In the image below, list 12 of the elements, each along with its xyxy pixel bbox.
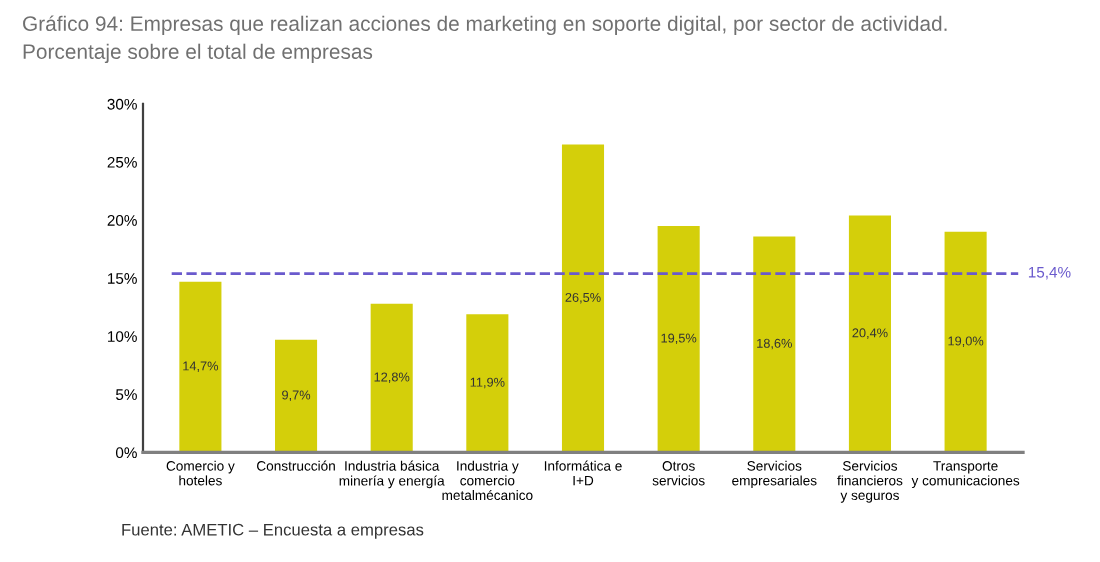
- bar: [848, 215, 891, 453]
- bar: [275, 339, 318, 453]
- chart-title: Gráfico 94: Empresas que realizan acciones de marketing en soporte digital, por sector de actividad.: [23, 15, 947, 36]
- source-note: Fuente: AMETIC – Encuesta a empresas: [122, 523, 424, 539]
- bar: [370, 303, 413, 453]
- bar: [466, 314, 509, 453]
- bar: [179, 281, 222, 453]
- bar: [657, 225, 700, 453]
- bar: [944, 231, 987, 453]
- bar: [753, 236, 796, 453]
- bar: [561, 144, 605, 453]
- chart-subtitle: Porcentaje sobre el total de empresas: [23, 43, 373, 64]
